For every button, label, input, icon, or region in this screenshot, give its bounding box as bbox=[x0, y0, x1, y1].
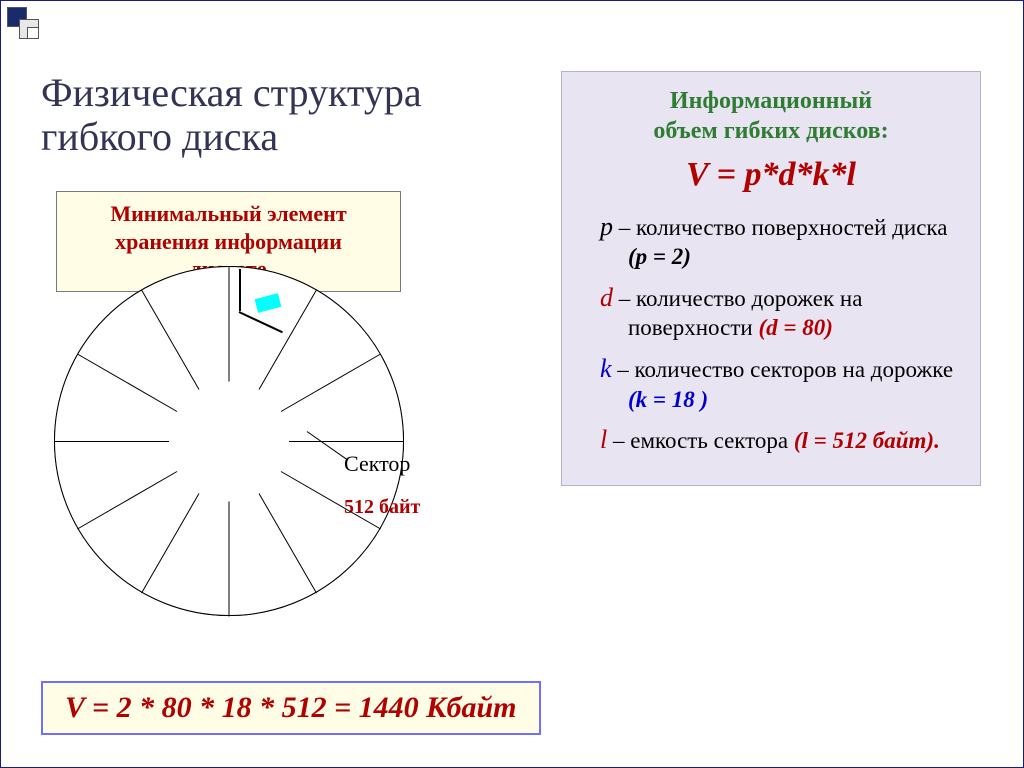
sector-label: Сектор bbox=[344, 451, 410, 477]
param-value: (d = 80) bbox=[758, 315, 832, 340]
param-item: p – количество поверхностей диска (p = 2… bbox=[580, 211, 962, 272]
info-panel: Информационный объем гибких дисков: V = … bbox=[561, 71, 981, 486]
param-value: (p = 2) bbox=[628, 244, 691, 269]
param-var: p bbox=[600, 212, 613, 241]
heading-line: Информационный bbox=[670, 88, 872, 114]
params-list: p – количество поверхностей диска (p = 2… bbox=[580, 211, 962, 457]
param-text: – количество секторов на дорожке bbox=[612, 357, 954, 382]
param-value: (k = 18 ) bbox=[628, 387, 708, 412]
param-value: (l = 512 байт). bbox=[794, 428, 940, 453]
param-text: – количество поверхностей диска bbox=[613, 215, 947, 240]
disc-radial bbox=[229, 502, 230, 617]
title-line: Физическая структура bbox=[41, 70, 422, 115]
disc-radial bbox=[229, 267, 230, 382]
slide-title: Физическая структура гибкого диска bbox=[41, 71, 422, 159]
disc-radial bbox=[289, 441, 404, 442]
disc-diagram: Сектор 512 байт bbox=[39, 271, 439, 601]
disc-radial bbox=[54, 441, 169, 442]
param-text: – емкость сектора bbox=[607, 428, 794, 453]
param-var: k bbox=[600, 354, 612, 383]
param-item: k – количество секторов на дорожке (k = … bbox=[580, 353, 962, 414]
panel-heading: Информационный объем гибких дисков: bbox=[580, 86, 962, 146]
deco-square bbox=[27, 27, 39, 39]
panel-formula: V = p*d*k*l bbox=[580, 154, 962, 197]
bottom-formula: V = 2 * 80 * 18 * 512 = 1440 Кбайт bbox=[41, 681, 541, 735]
param-item: l – емкость сектора (l = 512 байт). bbox=[580, 424, 962, 457]
leader-line bbox=[239, 269, 241, 311]
callout-line: хранения информации bbox=[115, 229, 342, 254]
title-line: гибкого диска bbox=[41, 114, 278, 159]
callout-line: Минимальный элемент bbox=[110, 201, 346, 226]
param-item: d – количество дорожек на поверхности (d… bbox=[580, 282, 962, 343]
heading-line: объем гибких дисков: bbox=[653, 118, 888, 144]
param-var: d bbox=[600, 283, 613, 312]
